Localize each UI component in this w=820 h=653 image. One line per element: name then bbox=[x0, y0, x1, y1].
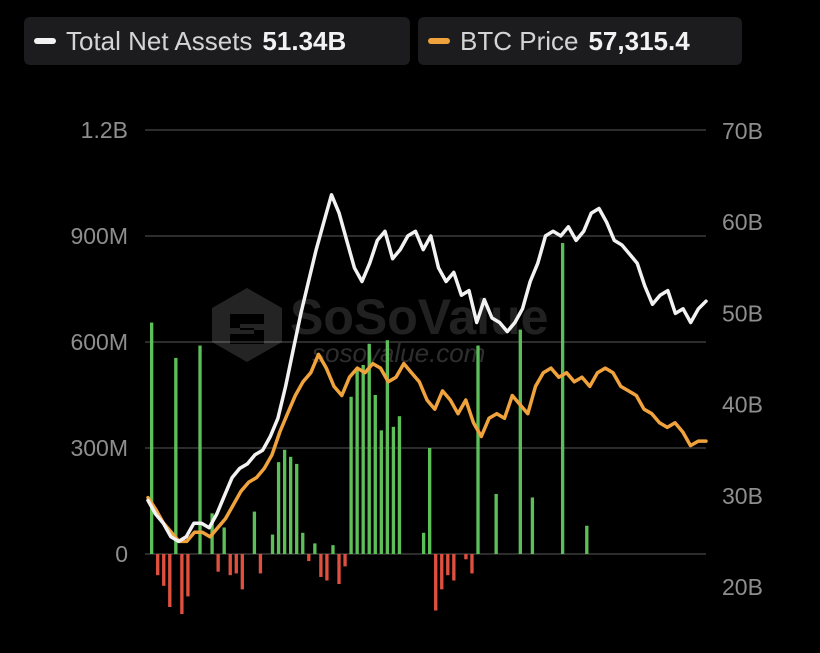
outflow-bar bbox=[180, 554, 184, 615]
outflow-bar bbox=[156, 554, 160, 576]
inflow-bar bbox=[252, 511, 257, 554]
inflow-bars bbox=[150, 243, 589, 615]
outflow-bar bbox=[228, 554, 232, 576]
outflow-bar bbox=[319, 554, 323, 577]
legend-swatch-assets bbox=[34, 38, 56, 44]
inflow-bar bbox=[313, 543, 317, 554]
outflow-bar bbox=[452, 554, 456, 581]
inflow-bar bbox=[301, 532, 305, 554]
inflow-bar bbox=[361, 364, 365, 554]
outflow-bar bbox=[307, 554, 311, 562]
inflow-bar bbox=[476, 345, 480, 554]
right-tick-label: 40B bbox=[722, 392, 763, 418]
outflow-bar bbox=[186, 554, 190, 597]
inflow-bar bbox=[349, 396, 353, 554]
right-tick-label: 70B bbox=[722, 118, 763, 144]
inflow-bar bbox=[367, 343, 371, 554]
outflow-bar bbox=[434, 554, 438, 611]
outflow-bar bbox=[168, 554, 172, 607]
left-tick-label: 1.2B bbox=[81, 117, 128, 143]
inflow-bar bbox=[355, 370, 359, 554]
inflow-bar bbox=[174, 357, 178, 554]
outflow-bar bbox=[234, 554, 238, 574]
outflow-bar bbox=[464, 554, 468, 560]
left-tick-label: 900M bbox=[70, 223, 128, 249]
watermark: SoSoValue sosovalue.com bbox=[212, 288, 548, 368]
inflow-bar bbox=[150, 322, 154, 554]
left-tick-label: 0 bbox=[115, 541, 128, 567]
series-lines bbox=[146, 193, 708, 544]
inflow-bar bbox=[270, 534, 275, 554]
inflow-bar bbox=[331, 545, 335, 554]
left-axis: 0 300M 600M 900M 1.2B bbox=[70, 117, 128, 567]
legend-btc-price[interactable]: BTC Price 57,315.4 bbox=[418, 17, 742, 65]
outflow-bar bbox=[446, 554, 450, 576]
right-tick-label: 30B bbox=[722, 483, 763, 509]
inflow-bar bbox=[379, 430, 383, 554]
inflow-bar bbox=[428, 448, 432, 554]
inflow-bar bbox=[282, 449, 287, 554]
inflow-bar bbox=[222, 527, 226, 554]
inflow-bar bbox=[295, 463, 299, 554]
inflow-bar bbox=[289, 456, 293, 554]
right-tick-label: 20B bbox=[722, 574, 763, 600]
inflow-bar bbox=[276, 462, 281, 554]
inflow-bar bbox=[530, 497, 535, 554]
outflow-bar bbox=[325, 554, 329, 581]
legend-swatch-btc bbox=[428, 38, 450, 44]
outflow-bar bbox=[216, 554, 220, 572]
inflow-bar bbox=[198, 345, 202, 554]
inflow-bar bbox=[391, 426, 396, 554]
sosovalue-logo-icon bbox=[212, 288, 282, 362]
legend-value-assets: 51.34B bbox=[262, 25, 347, 56]
outflow-bar bbox=[470, 554, 474, 574]
outflow-bar bbox=[240, 554, 244, 590]
inflow-bar bbox=[385, 340, 390, 554]
inflow-bar bbox=[585, 525, 589, 554]
legend-label-assets: Total Net Assets bbox=[66, 25, 253, 56]
inflow-bar bbox=[494, 493, 498, 554]
left-tick-label: 600M bbox=[70, 329, 128, 355]
inflow-bar bbox=[373, 395, 377, 554]
outflow-bar bbox=[258, 554, 263, 574]
total-net-assets-line bbox=[146, 193, 708, 544]
outflow-bar bbox=[162, 554, 166, 586]
outflow-bar bbox=[337, 554, 341, 585]
legend-label-btc: BTC Price bbox=[460, 25, 579, 56]
outflow-bar bbox=[343, 554, 347, 567]
inflow-bar bbox=[518, 329, 522, 554]
inflow-bar bbox=[397, 416, 402, 554]
left-tick-label: 300M bbox=[70, 435, 128, 461]
right-tick-label: 60B bbox=[722, 209, 763, 235]
btc-price-line bbox=[146, 352, 708, 544]
legend-value-btc: 57,315.4 bbox=[588, 25, 690, 56]
outflow-bar bbox=[440, 554, 444, 590]
legend-total-net-assets[interactable]: Total Net Assets 51.34B bbox=[24, 17, 410, 65]
watermark-url: sosovalue.com bbox=[312, 338, 485, 368]
grid-lines bbox=[145, 129, 706, 555]
inflow-bar bbox=[421, 532, 426, 554]
inflow-bar bbox=[560, 243, 565, 555]
right-tick-label: 50B bbox=[722, 300, 763, 326]
watermark-brand: SoSoValue bbox=[290, 289, 548, 345]
right-axis: 20B 30B 40B 50B 60B 70B bbox=[722, 118, 763, 600]
